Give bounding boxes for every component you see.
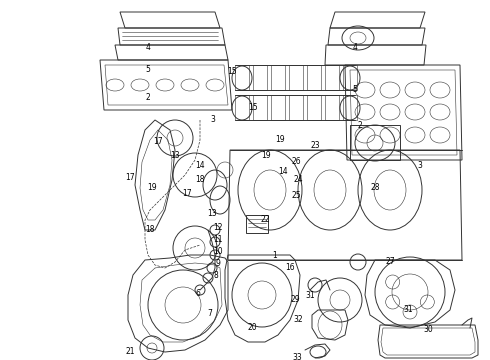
Text: 20: 20: [247, 324, 257, 333]
Text: 10: 10: [213, 248, 223, 256]
Text: 29: 29: [290, 296, 300, 305]
Text: 3: 3: [211, 116, 216, 125]
Text: 4: 4: [353, 44, 357, 53]
Text: 16: 16: [285, 264, 295, 273]
Bar: [246, 215, 268, 233]
Text: 2: 2: [146, 94, 150, 103]
Text: 31: 31: [403, 306, 413, 315]
Text: 5: 5: [353, 85, 357, 94]
Text: 14: 14: [195, 161, 205, 170]
Text: 12: 12: [213, 224, 223, 233]
Text: 19: 19: [275, 135, 285, 144]
Text: 22: 22: [260, 216, 270, 225]
Text: 14: 14: [278, 167, 288, 176]
Text: 8: 8: [214, 271, 219, 280]
Text: 6: 6: [196, 288, 200, 297]
Text: 28: 28: [370, 184, 380, 193]
Text: 18: 18: [195, 175, 205, 184]
Text: 13: 13: [170, 150, 180, 159]
Text: 7: 7: [208, 310, 213, 319]
Text: 21: 21: [125, 347, 135, 356]
Text: 19: 19: [261, 150, 271, 159]
Bar: [350, 125, 400, 160]
Text: 25: 25: [291, 192, 301, 201]
Text: 17: 17: [125, 174, 135, 183]
Text: 17: 17: [182, 189, 192, 198]
Text: 18: 18: [145, 225, 155, 234]
Text: 15: 15: [248, 104, 258, 112]
Text: 32: 32: [293, 315, 303, 324]
Text: 24: 24: [293, 175, 303, 184]
Text: 9: 9: [216, 260, 220, 269]
Text: 30: 30: [423, 325, 433, 334]
Text: 2: 2: [358, 121, 363, 130]
Text: 19: 19: [147, 184, 157, 193]
Text: 13: 13: [207, 208, 217, 217]
Text: 33: 33: [292, 354, 302, 360]
Text: 1: 1: [272, 251, 277, 260]
Text: 5: 5: [146, 66, 150, 75]
Text: 31: 31: [305, 291, 315, 300]
Text: 4: 4: [146, 44, 150, 53]
Text: 3: 3: [417, 161, 422, 170]
Text: 27: 27: [385, 257, 395, 266]
Text: 11: 11: [213, 235, 223, 244]
Text: 17: 17: [153, 138, 163, 147]
Text: 23: 23: [310, 140, 320, 149]
Text: 26: 26: [291, 158, 301, 166]
Text: 15: 15: [227, 68, 237, 77]
